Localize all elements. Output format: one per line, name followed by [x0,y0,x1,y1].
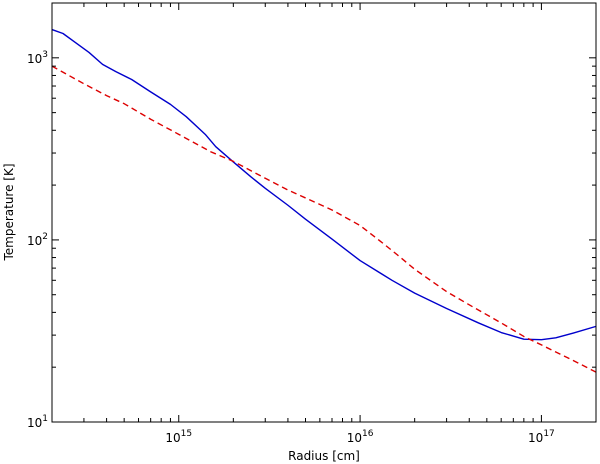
plot-frame [51,2,597,423]
series-line-2 [51,65,597,373]
tick-layer: 1015 1016 1017 101 102 103 [27,2,597,445]
x-axis-label: Radius [cm] [288,449,360,463]
y-tick-label: 103 [27,50,48,66]
x-tick-label: 1016 [347,429,374,445]
y-axis-label: Temperature [K] [2,163,16,261]
y-tick-label: 102 [27,232,48,248]
y-tick-label: 101 [27,414,48,430]
series-layer [51,28,597,373]
x-tick-label: 1017 [528,429,555,445]
x-tick-label: 1015 [165,429,192,445]
series-line-1 [51,28,597,341]
